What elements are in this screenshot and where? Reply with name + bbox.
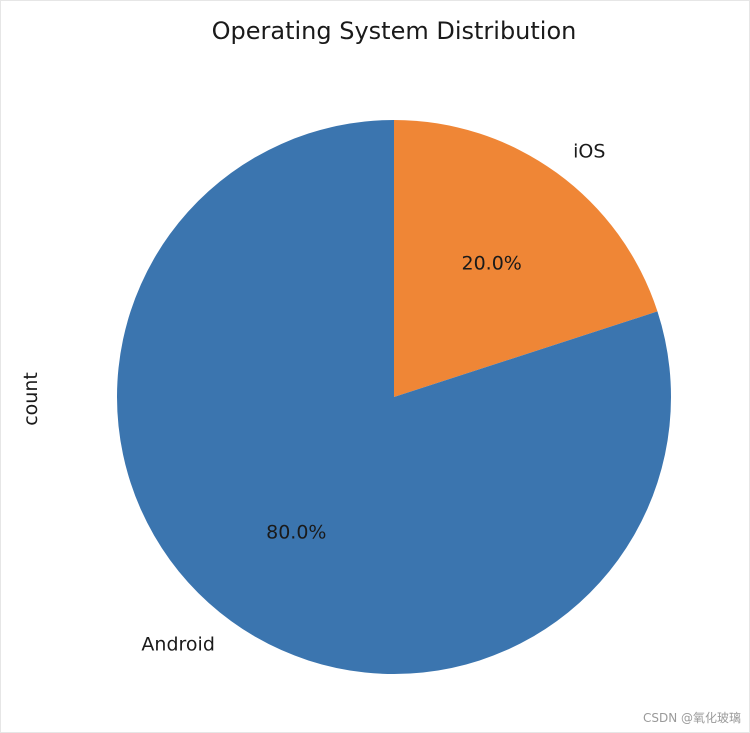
pie-labels: iOS 20.0% Android 80.0%	[141, 140, 605, 655]
slice-label-ios: iOS	[573, 140, 605, 162]
pie-slices	[116, 120, 671, 674]
pie-slice-ios	[394, 120, 658, 397]
y-axis-label: count	[20, 372, 42, 426]
chart-title: Operating System Distribution	[212, 17, 577, 45]
percent-label-android: 80.0%	[266, 521, 326, 543]
watermark: CSDN @氧化玻璃	[642, 711, 741, 725]
pie-slice-android	[116, 120, 671, 674]
percent-label-ios: 20.0%	[462, 253, 522, 275]
slice-label-android: Android	[141, 634, 214, 656]
